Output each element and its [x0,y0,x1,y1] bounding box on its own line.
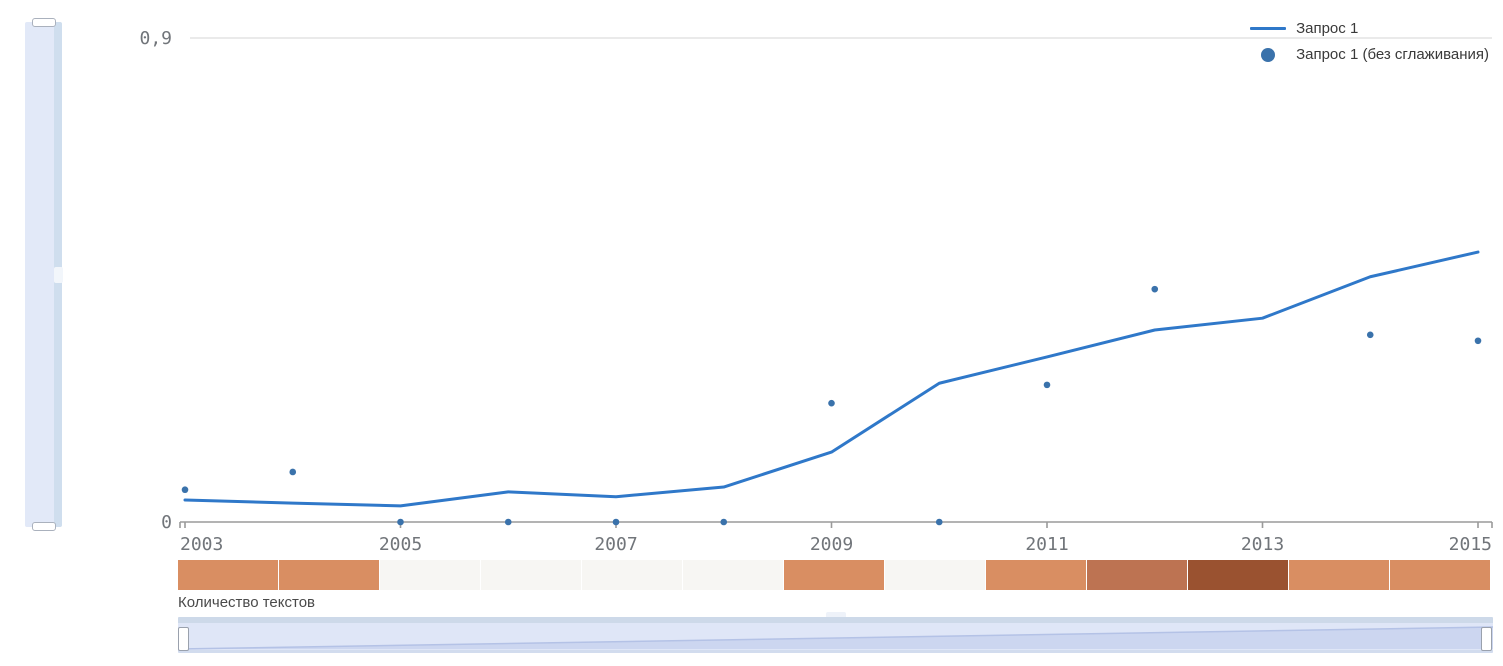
heat-cell-2009[interactable] [784,560,884,590]
horizontal-slider-left-handle[interactable] [178,627,189,651]
vertical-slider-bottom-handle[interactable] [32,522,56,531]
raw-data-point[interactable] [181,486,189,494]
vertical-slider-top-handle[interactable] [32,18,56,27]
x-axis-tick-label: 2003 [180,534,223,555]
horizontal-slider-right-handle[interactable] [1481,627,1492,651]
raw-data-point[interactable] [397,518,404,526]
scatter-series-swatch [1261,47,1276,62]
heat-cell-2013[interactable] [1188,560,1288,590]
x-axis-tick-label: 2007 [594,534,637,555]
vertical-range-slider[interactable] [25,18,63,531]
text-count-label: Количество текстов [178,594,316,611]
vertical-slider-grip[interactable] [54,266,63,283]
heat-cell-2012[interactable] [1087,560,1187,590]
raw-data-point[interactable] [935,518,943,526]
horizontal-slider-grip[interactable] [825,612,846,620]
legend-label: Запрос 1 (без сглаживания) [1296,46,1489,63]
heat-cell-2005[interactable] [380,560,480,590]
raw-data-point[interactable] [1151,285,1159,293]
x-axis-tick-label: 2005 [379,534,422,555]
heat-cell-2015[interactable] [1390,560,1490,590]
raw-data-point[interactable] [504,518,512,526]
x-axis-tick-label: 2009 [810,534,853,555]
raw-data-point[interactable] [720,518,728,526]
y-axis-tick-label: 0 [161,512,172,533]
text-count-heat-strip [178,560,1490,590]
x-axis-tick-label: 2013 [1241,534,1284,555]
heat-cell-2006[interactable] [481,560,581,590]
x-axis-tick-label: 2011 [1025,534,1068,555]
heat-cell-2011[interactable] [986,560,1086,590]
raw-data-point[interactable] [612,518,620,526]
legend: Запрос 1 Запрос 1 (без сглаживания) [1250,20,1489,63]
heat-cell-2008[interactable] [683,560,783,590]
y-axis-tick-label: 0,9 [139,28,172,49]
heat-cell-2010[interactable] [885,560,985,590]
heat-cell-2014[interactable] [1289,560,1389,590]
raw-data-point[interactable] [1043,381,1051,389]
heat-cell-2007[interactable] [582,560,682,590]
heat-cell-2003[interactable] [178,560,278,590]
heat-cell-2004[interactable] [279,560,379,590]
raw-data-point[interactable] [1474,337,1482,345]
legend-label: Запрос 1 [1296,20,1359,37]
raw-data-point[interactable] [289,468,297,476]
legend-item-smoothed[interactable]: Запрос 1 [1250,20,1358,37]
raw-data-point[interactable] [1366,331,1374,339]
line-series-swatch [1250,27,1287,30]
x-axis-tick-label: 2015 [1449,534,1492,555]
frequency-line-chart: 0,9 0 2003 2005 2007 2009 2011 2013 2015 [139,28,1493,555]
legend-item-raw[interactable]: Запрос 1 (без сглаживания) [1250,46,1489,63]
smoothed-line-series [183,250,1480,508]
horizontal-range-slider[interactable] [178,612,1493,654]
slider-mini-preview [178,626,1493,650]
raw-data-point[interactable] [828,399,835,407]
